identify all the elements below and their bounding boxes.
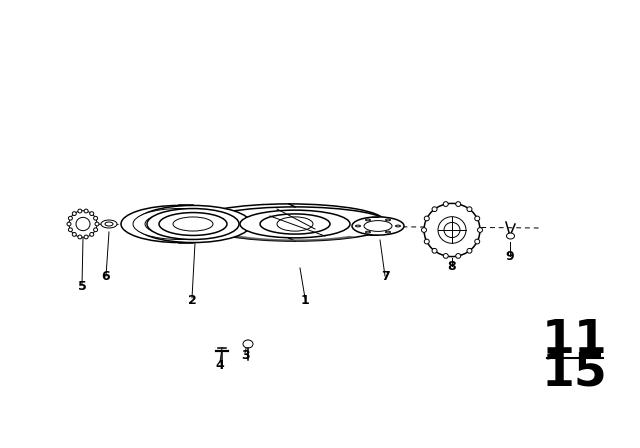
Ellipse shape bbox=[365, 219, 371, 221]
Ellipse shape bbox=[78, 209, 82, 213]
Ellipse shape bbox=[68, 216, 72, 220]
Ellipse shape bbox=[67, 222, 71, 226]
Text: 4: 4 bbox=[216, 358, 225, 371]
Ellipse shape bbox=[173, 217, 213, 231]
Ellipse shape bbox=[475, 239, 480, 244]
Ellipse shape bbox=[72, 233, 76, 236]
Ellipse shape bbox=[72, 212, 76, 215]
Ellipse shape bbox=[456, 254, 461, 258]
Ellipse shape bbox=[506, 233, 515, 239]
Ellipse shape bbox=[90, 212, 93, 215]
Text: 11: 11 bbox=[542, 318, 608, 362]
Ellipse shape bbox=[105, 222, 113, 226]
Text: 3: 3 bbox=[241, 349, 250, 362]
Ellipse shape bbox=[396, 225, 401, 227]
Text: 7: 7 bbox=[381, 270, 389, 283]
Text: 9: 9 bbox=[506, 250, 515, 263]
Ellipse shape bbox=[240, 210, 350, 238]
Ellipse shape bbox=[385, 219, 390, 221]
Ellipse shape bbox=[444, 254, 448, 258]
Ellipse shape bbox=[352, 217, 404, 235]
Ellipse shape bbox=[438, 217, 466, 243]
Ellipse shape bbox=[200, 207, 390, 241]
Ellipse shape bbox=[133, 209, 225, 239]
Ellipse shape bbox=[68, 228, 72, 232]
Ellipse shape bbox=[467, 249, 472, 253]
Ellipse shape bbox=[424, 216, 429, 221]
Ellipse shape bbox=[344, 217, 396, 235]
Ellipse shape bbox=[444, 222, 460, 237]
Ellipse shape bbox=[424, 239, 429, 244]
Ellipse shape bbox=[93, 228, 98, 232]
Ellipse shape bbox=[135, 206, 251, 242]
Text: 2: 2 bbox=[188, 293, 196, 306]
Ellipse shape bbox=[477, 228, 483, 233]
Ellipse shape bbox=[145, 213, 213, 236]
Ellipse shape bbox=[365, 231, 371, 233]
Ellipse shape bbox=[121, 206, 237, 242]
Ellipse shape bbox=[277, 217, 313, 231]
Ellipse shape bbox=[432, 249, 437, 253]
Ellipse shape bbox=[69, 211, 97, 237]
Text: 8: 8 bbox=[448, 259, 456, 272]
Ellipse shape bbox=[467, 207, 472, 211]
Ellipse shape bbox=[93, 216, 98, 220]
Ellipse shape bbox=[444, 202, 448, 207]
Ellipse shape bbox=[422, 228, 426, 233]
Ellipse shape bbox=[76, 217, 90, 231]
Polygon shape bbox=[205, 229, 356, 241]
Ellipse shape bbox=[95, 222, 99, 226]
Ellipse shape bbox=[90, 233, 93, 236]
Text: 15: 15 bbox=[542, 350, 608, 396]
Ellipse shape bbox=[194, 204, 384, 238]
Text: 1: 1 bbox=[301, 293, 309, 306]
Ellipse shape bbox=[84, 235, 88, 239]
Ellipse shape bbox=[78, 235, 82, 239]
Text: 6: 6 bbox=[102, 270, 110, 283]
Ellipse shape bbox=[355, 225, 360, 227]
Ellipse shape bbox=[84, 209, 88, 213]
Ellipse shape bbox=[243, 340, 253, 348]
Ellipse shape bbox=[147, 209, 239, 239]
Ellipse shape bbox=[432, 207, 437, 211]
Ellipse shape bbox=[475, 216, 480, 221]
Ellipse shape bbox=[424, 203, 480, 257]
Text: 5: 5 bbox=[77, 280, 86, 293]
Ellipse shape bbox=[364, 220, 392, 231]
Ellipse shape bbox=[101, 220, 117, 228]
Ellipse shape bbox=[456, 202, 461, 207]
Ellipse shape bbox=[260, 214, 330, 234]
Ellipse shape bbox=[385, 231, 390, 233]
Ellipse shape bbox=[159, 213, 227, 236]
